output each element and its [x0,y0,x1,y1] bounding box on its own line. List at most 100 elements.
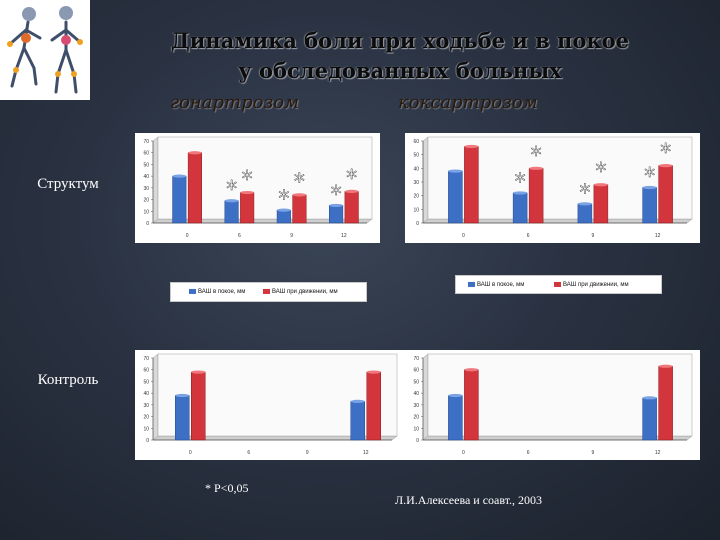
reference: Л.И.Алексеева и соавт., 2003 [395,493,543,507]
bar-rest [577,203,593,224]
y-tick-label: 0 [416,438,419,444]
y-tick-label: 70 [413,356,419,362]
x-tick-label: 6 [527,450,530,456]
x-tick-label: 9 [306,450,309,456]
y-tick-label: 40 [413,166,419,172]
bar-rest [448,395,463,441]
significance-mark: * [226,178,237,203]
x-tick-label: 0 [462,233,465,239]
bar-top [366,370,381,374]
footnote: * P<0,05 [205,481,249,495]
plot-wall-left [422,136,429,224]
bar-movement [658,365,673,441]
bar-top [577,202,592,206]
bar-movement [187,152,202,224]
slide-title-line1: Динамика боли при ходьбе и в покое [171,28,629,53]
x-tick-label: 12 [655,233,661,239]
bar-top [448,169,463,173]
significance-mark: * [294,170,305,195]
x-tick-label: 9 [290,233,293,239]
x-tick-label: 9 [591,450,594,456]
y-tick-label: 70 [143,139,149,145]
bar-rest [175,395,190,441]
legend-gonarthrosis: ВАШ в покое, мм ВАШ при движении, мм [170,282,367,302]
x-tick-label: 0 [186,233,189,239]
bar-top [448,393,463,398]
bar-top [224,199,239,203]
y-tick-label: 30 [143,186,149,192]
y-tick-label: 60 [413,139,419,145]
x-tick-label: 6 [247,450,250,456]
x-tick-label: 0 [462,450,465,456]
y-tick-label: 60 [413,368,419,374]
y-tick-label: 20 [143,198,149,204]
bar-movement [344,191,359,224]
significance-mark: * [660,141,671,166]
row-label-structum: Структум [37,176,99,192]
bar-movement [658,165,673,224]
y-tick-label: 20 [413,194,419,200]
subtitle-gonarthrosis: гонартрозом [170,92,300,113]
legend-coxarthrosis: ВАШ в покое, мм ВАШ при движении, мм [455,275,662,294]
y-tick-label: 50 [143,162,149,168]
x-tick-label: 6 [238,233,241,239]
y-tick-label: 50 [413,379,419,385]
bar-top [642,396,657,400]
bar-top [350,399,365,403]
bar-movement [464,369,479,441]
bar-movement [366,371,381,441]
y-tick-label: 60 [143,368,149,374]
bar-top [277,208,291,212]
chart-structum-coxarthrosis: 0 10 20 30 40 50 60 0 * * 6 * * 9 * * 12 [405,133,700,243]
significance-mark: * [579,181,590,206]
bar-top [513,191,528,195]
bar-top [464,144,479,149]
y-tick-label: 40 [413,391,419,397]
y-tick-label: 30 [413,403,419,409]
bar-movement [191,371,206,441]
subtitle-coxarthrosis: коксартрозом [398,92,538,113]
y-tick-label: 0 [146,221,149,227]
significance-mark: * [515,170,526,195]
x-tick-label: 12 [341,233,347,239]
y-tick-label: 0 [146,438,149,444]
bar-top [240,190,254,195]
bar-top [344,189,359,193]
bar-rest [448,170,463,224]
chart-control-gonarthrosis: 0 10 20 30 40 50 60 70 0 6 9 12 [135,350,405,460]
bar-movement [292,194,307,224]
chart-control-coxarthrosis: 0 10 20 30 40 50 60 70 0 6 9 12 [405,350,700,460]
y-tick-label: 10 [143,209,149,215]
bar-top [172,174,187,178]
x-tick-label: 6 [527,233,530,239]
x-tick-label: 9 [591,233,594,239]
x-tick-label: 0 [189,450,192,456]
bar-top [529,166,544,170]
y-tick-label: 70 [143,356,149,362]
chart-structum-gonarthrosis: 0 10 20 30 40 50 60 70 0 * * 6 * * 9 * * 12 [135,133,380,243]
bar-rest [350,401,365,441]
plot-wall-left [152,353,159,441]
y-tick-label: 20 [143,415,149,421]
y-tick-label: 10 [143,426,149,432]
y-tick-label: 20 [413,415,419,421]
bar-rest [224,200,239,224]
bar-top [658,364,673,368]
significance-mark: * [531,143,542,168]
significance-mark: * [346,166,357,191]
bar-top [464,368,479,372]
bar-rest [512,192,528,224]
bar-top [191,370,206,374]
y-tick-label: 30 [143,403,149,409]
bar-rest [642,187,657,224]
bar-rest [329,205,344,224]
y-tick-label: 40 [143,391,149,397]
bar-top [292,193,307,197]
significance-mark: * [595,160,606,185]
bar-top [329,203,343,208]
bar-movement [593,184,609,224]
plot-wall-left [422,353,429,441]
y-tick-label: 10 [413,207,419,213]
bar-movement [464,146,479,224]
significance-mark: * [242,168,253,193]
